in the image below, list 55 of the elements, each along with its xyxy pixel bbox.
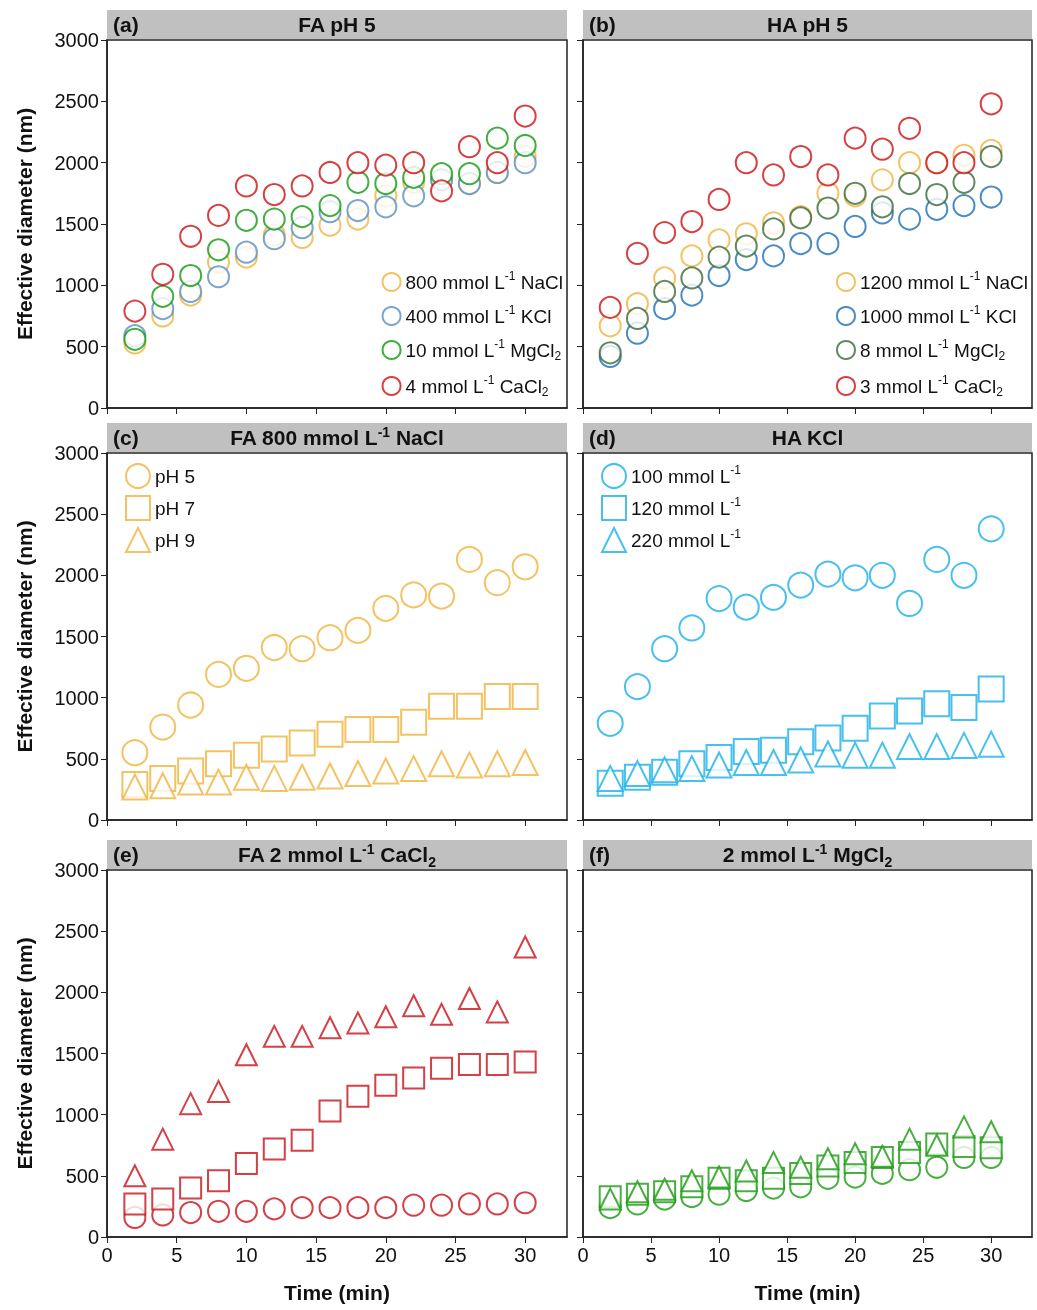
text: (b) (589, 12, 616, 38)
y-tick-label: 500 (65, 1164, 99, 1187)
y-tick-label: 1500 (54, 213, 99, 235)
text: (e) (113, 842, 139, 868)
x-tick-label: 0 (577, 1244, 589, 1266)
x-tick-label: 20 (374, 1244, 397, 1266)
y-tick-label: 1000 (54, 274, 99, 297)
y-tick-label: 2500 (54, 90, 99, 113)
x-tick-label: 15 (775, 1244, 799, 1266)
chart-title: 2 mmol L$^{-1}$ MgCl$_{2}$ (722, 841, 893, 871)
chart-title: HA KCl (771, 426, 844, 449)
x-tick-label: 15 (304, 1244, 328, 1266)
y-tick-label: 2500 (54, 503, 99, 526)
y-tick-label: 2000 (54, 564, 99, 587)
legend-label: pH 7 (155, 497, 196, 519)
chart-title: FA pH 5 (298, 13, 376, 36)
x-axis-title: Time (min) (284, 1281, 390, 1304)
x-tick-label: 30 (514, 1244, 537, 1266)
x-tick-label: 0 (101, 1244, 113, 1266)
text: (c) (113, 425, 139, 451)
x-tick-label: 5 (645, 1244, 657, 1266)
y-tick-label: 1500 (54, 625, 99, 648)
y-tick-label: 1500 (54, 1042, 99, 1065)
y-axis-title: Effective diameter (nm) (13, 520, 36, 753)
y-tick-label: 1000 (54, 1103, 99, 1126)
y-tick-label: 3000 (54, 442, 99, 464)
x-tick-label: 20 (844, 1244, 867, 1266)
y-tick-label: 3000 (54, 859, 99, 881)
y-axis-title: Effective diameter (nm) (13, 937, 36, 1170)
y-tick-label: 0 (87, 397, 99, 419)
y-tick-label: 0 (87, 1226, 99, 1248)
chart-title: HA pH 5 (767, 13, 848, 36)
x-tick-label: 5 (171, 1244, 183, 1266)
text: (a) (113, 12, 139, 38)
chart-title: FA 2 mmol L$^{-1}$ CaCl$_{2}$ (237, 841, 436, 871)
x-tick-label: 25 (444, 1244, 467, 1266)
legend-label: pH 9 (155, 529, 196, 551)
y-tick-label: 1000 (54, 686, 99, 709)
y-tick-label: 2000 (54, 151, 99, 174)
y-tick-label: 500 (65, 747, 99, 770)
chart-title: FA 800 mmol L$^{-1}$ NaCl (230, 424, 444, 449)
legend-label: pH 5 (155, 465, 196, 487)
x-tick-label: 25 (912, 1244, 935, 1266)
y-tick-label: 2000 (54, 981, 99, 1004)
y-tick-label: 500 (65, 335, 99, 358)
y-axis-title: Effective diameter (nm) (13, 107, 36, 341)
y-tick-label: 3000 (54, 29, 99, 51)
x-tick-label: 10 (235, 1244, 258, 1266)
y-tick-label: 2500 (54, 920, 99, 943)
x-tick-label: 10 (707, 1244, 731, 1266)
text: (f) (589, 842, 610, 868)
y-tick-label: 0 (87, 809, 99, 831)
text: (d) (589, 425, 616, 451)
x-axis-title: Time (min) (754, 1281, 861, 1304)
x-tick-label: 30 (980, 1244, 1003, 1266)
